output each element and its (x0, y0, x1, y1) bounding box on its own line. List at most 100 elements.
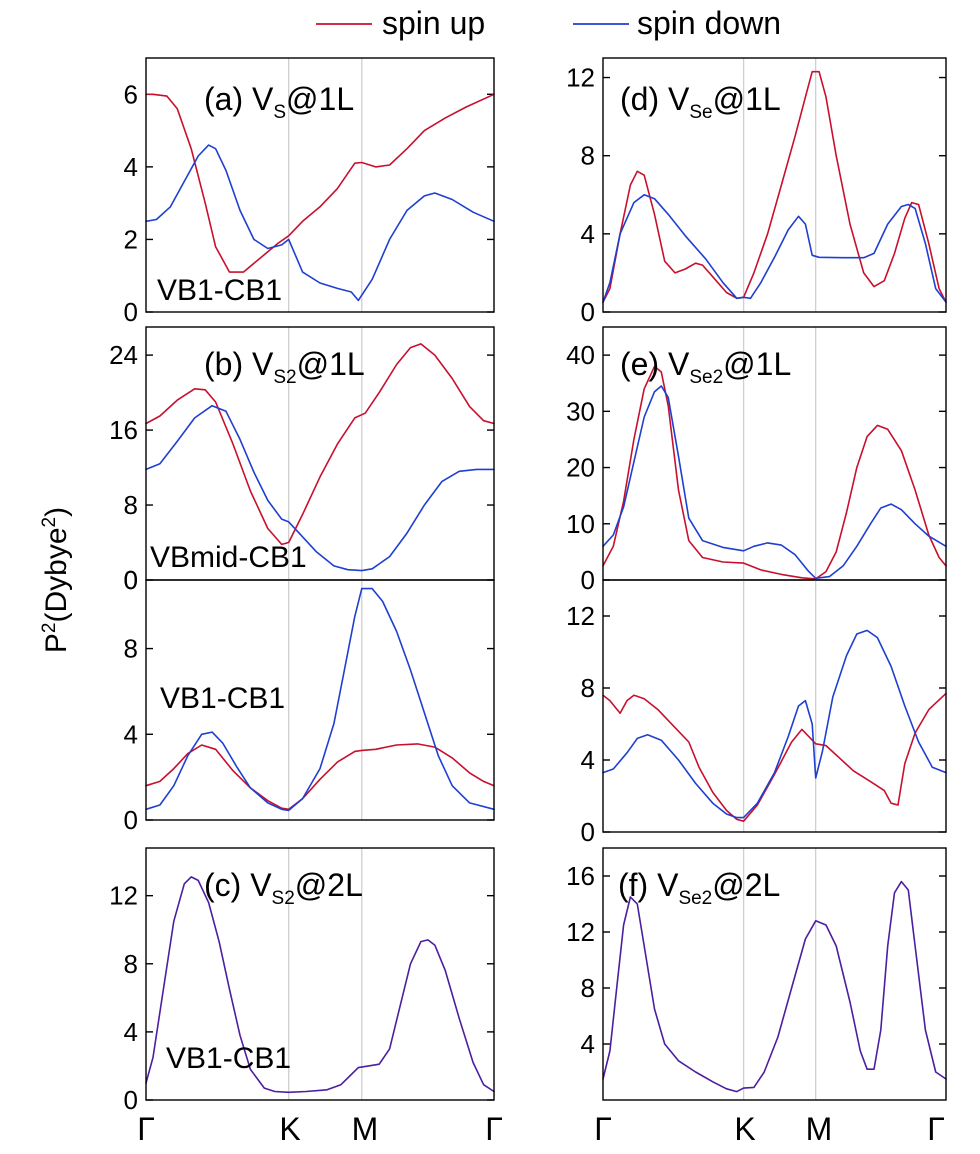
panel-title-end: @1L (297, 346, 365, 382)
y-tick-label: 6 (124, 79, 138, 109)
series-spin-up (145, 743, 495, 811)
series-spin-up (145, 93, 495, 273)
panel-title-main: (d) V (620, 81, 690, 117)
transition-label: VBmid-CB1 (150, 541, 307, 574)
plot-frame (145, 57, 495, 313)
panel-title-main: (c) V (204, 867, 272, 903)
panel-e: 0 10 20 30 40 (e) VSe2@1L (566, 326, 947, 595)
y-axis-label-main: P (40, 633, 73, 653)
plot-frame (602, 57, 947, 313)
series-spin-up (602, 365, 947, 580)
transition-label: VB1-CB1 (166, 1042, 291, 1075)
panel-title: (e) VSe2@1L (620, 346, 791, 388)
x-tick-k-right: K (734, 1111, 755, 1147)
panel-title-main: (f) V (618, 867, 679, 903)
y-tick-label: 40 (566, 340, 595, 370)
y-tick-label-top: 0 (124, 565, 138, 595)
x-tick-m-right: M (806, 1111, 833, 1147)
x-tick-gamma-right-start: Γ (594, 1111, 612, 1147)
y-tick-label: 24 (109, 340, 138, 370)
panel-title-end: @1L (713, 81, 781, 117)
panel-title-sub: S2 (273, 367, 296, 388)
panel-title-sub: Se (689, 102, 712, 123)
y-axis-label: P2(Dybye2) (39, 507, 73, 653)
series-spin-up (145, 343, 495, 546)
y-tick-label: 4 (124, 1017, 138, 1047)
x-axis-right: Γ K M Γ (594, 1111, 945, 1147)
x-axis-left: Γ K M Γ (137, 1111, 503, 1147)
panel-e2: 0 4 8 12 (566, 579, 947, 847)
y-tick-label: 0 (581, 817, 595, 847)
series-spin-down (145, 587, 495, 812)
y-tick-label: 8 (124, 490, 138, 520)
panel-title-sub: S2 (272, 888, 295, 909)
y-axis-label-mid: (Dybye (40, 527, 73, 622)
y-tick-label: 4 (124, 152, 138, 182)
y-axis-label-sup1: 2 (39, 623, 60, 634)
panel-b2: 0 4 8 0 VB1-CB1 (124, 565, 495, 835)
panel-title-sub: Se2 (689, 367, 723, 388)
y-tick-label: 0 (124, 565, 138, 595)
y-tick-label: 12 (566, 601, 595, 631)
y-tick-label: 8 (581, 673, 595, 703)
plot-frame (145, 579, 495, 821)
y-tick-label: 10 (566, 509, 595, 539)
series-spin-up (602, 70, 947, 303)
series-spin-down (602, 385, 947, 580)
y-tick-label: 2 (124, 224, 138, 254)
y-tick-label: 0 (124, 1085, 138, 1115)
panel-c: 0 4 8 12 (c) VS2@2L VB1-CB1 (109, 847, 495, 1115)
panel-title: (f) VSe2@2L (618, 867, 780, 909)
y-axis-label-sup2: 2 (39, 517, 60, 528)
panel-title-end: @2L (712, 867, 780, 903)
series-spin-down (145, 144, 495, 302)
transition-label: VB1-CB1 (160, 682, 285, 715)
x-tick-gamma-right-end: Γ (927, 1111, 945, 1147)
series-spin-up (602, 692, 947, 822)
y-tick-label: 12 (109, 881, 138, 911)
panel-title-main: (a) V (204, 81, 274, 117)
series-overlap (602, 880, 947, 1093)
panel-title-sub: S (273, 102, 286, 123)
panel-title-main: (b) V (204, 346, 274, 382)
y-tick-label: 0 (581, 297, 595, 327)
panel-a: 0 2 4 6 (a) VS@1L VB1-CB1 (124, 57, 495, 327)
y-tick-label: 8 (581, 973, 595, 1003)
panel-title: (c) VS2@2L (204, 867, 363, 909)
panel-title-sub: Se2 (678, 888, 712, 909)
panel-f: 4 8 12 16 (f) VSe2@2L (566, 847, 947, 1101)
plot-frame (602, 847, 947, 1101)
panel-title: (d) VSe@1L (620, 81, 781, 123)
y-tick-label: 12 (566, 917, 595, 947)
series-spin-down (145, 404, 495, 572)
y-tick-label: 4 (581, 219, 595, 249)
plot-frame (145, 847, 495, 1101)
legend-spin-up-label: spin up (382, 5, 485, 41)
y-tick-label: 20 (566, 453, 595, 483)
legend: spin up spin down (316, 5, 781, 41)
x-tick-gamma-left-end: Γ (485, 1111, 503, 1147)
y-tick-label: 12 (566, 63, 595, 93)
panel-title-end: @1L (286, 81, 354, 117)
y-tick-label: 8 (124, 949, 138, 979)
y-tick-label: 16 (566, 861, 595, 891)
panel-title: (b) VS2@1L (204, 346, 365, 388)
series-overlap (145, 876, 495, 1094)
panel-title-end: @1L (723, 346, 791, 382)
x-tick-m-left: M (352, 1111, 379, 1147)
panel-b: 0 8 16 24 (b) VS2@1L VBmid-CB1 (109, 326, 495, 595)
legend-spin-down-label: spin down (637, 5, 781, 41)
y-tick-label: 4 (124, 719, 138, 749)
y-tick-label: 16 (109, 415, 138, 445)
y-tick-label: 8 (581, 141, 595, 171)
plot-frame (602, 579, 947, 833)
panel-title: (a) VS@1L (204, 81, 354, 123)
y-tick-label: 0 (124, 297, 138, 327)
x-tick-k-left: K (279, 1111, 300, 1147)
transition-label: VB1-CB1 (157, 274, 282, 307)
y-tick-label: 4 (581, 1029, 595, 1059)
panel-title-end: @2L (295, 867, 363, 903)
y-tick-label: 30 (566, 396, 595, 426)
